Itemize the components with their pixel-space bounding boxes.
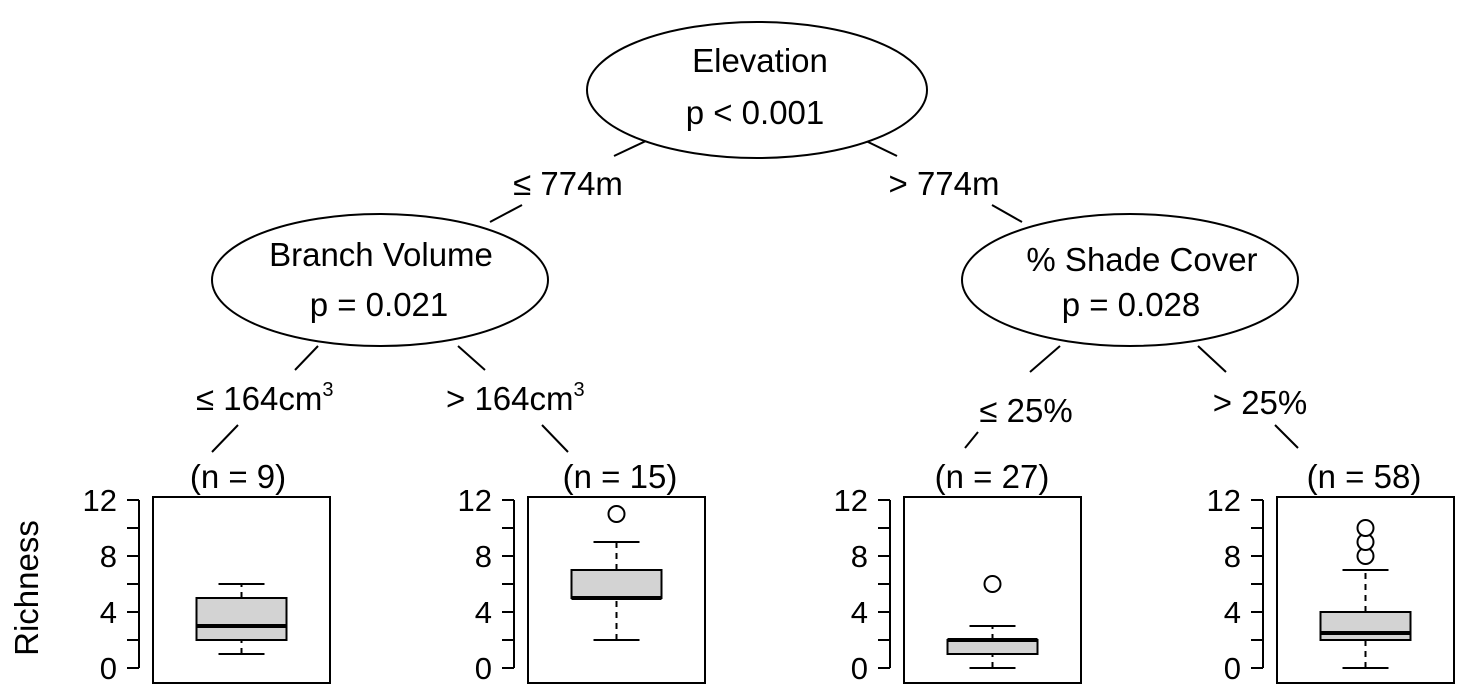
leaf-n-label: (n = 9) [190, 458, 286, 495]
leaf-panel-1: (n = 9) 0 4 8 12 [83, 458, 331, 685]
edge-root-left-upper [613, 139, 649, 157]
box-iqr [946, 639, 1039, 655]
edge-sc-left-upper [1029, 345, 1061, 373]
box-iqr [570, 569, 663, 599]
edge-sc-left-lower [964, 431, 979, 449]
node-branch-volume [211, 213, 549, 347]
edge-bv-left-upper [294, 345, 319, 371]
y-tick-label: 0 [851, 651, 868, 685]
outlier-point [1356, 519, 1375, 537]
edge-label-elevation-gt: > 774m [889, 165, 1000, 202]
edge-label-shade-le: ≤ 25% [979, 392, 1072, 429]
edge-bv-left-lower [211, 424, 239, 453]
y-tick-label: 4 [475, 595, 492, 630]
leaf-n-label: (n = 27) [935, 458, 1050, 495]
y-tick-label: 12 [458, 483, 492, 518]
y-tick-label: 0 [1224, 651, 1241, 685]
leaf-n-label: (n = 58) [1307, 458, 1422, 495]
y-tick-label: 4 [1224, 595, 1241, 630]
y-tick-label: 8 [100, 539, 117, 574]
y-tick-label: 8 [475, 539, 492, 574]
y-tick-label: 12 [83, 483, 117, 518]
leaf-panel-4: (n = 58) 0 4 8 12 [1207, 458, 1455, 685]
edge-label-branch-le-text: ≤ 164cm [196, 380, 322, 417]
y-tick-label: 12 [834, 483, 868, 518]
y-tick-label: 0 [475, 651, 492, 685]
node-elevation [586, 21, 928, 159]
leaf-panel-3: (n = 27) 0 4 8 12 [834, 458, 1082, 685]
edge-sc-right-upper [1197, 345, 1227, 373]
box-iqr [195, 597, 288, 641]
edge-label-branch-le: ≤ 164cm3 [196, 379, 333, 417]
leaf-n-label: (n = 15) [563, 458, 678, 495]
edge-root-left-lower [489, 204, 523, 223]
edge-label-elevation-le: ≤ 774m [513, 165, 623, 202]
edge-bv-right-upper [457, 345, 486, 371]
node-branch-volume-variable: Branch Volume [269, 236, 493, 273]
box-iqr [1319, 611, 1412, 641]
outlier-point [983, 575, 1002, 593]
y-axis-label: Richness [8, 520, 45, 656]
edge-label-shade-gt: > 25% [1213, 384, 1308, 421]
edge-bv-right-lower [541, 424, 569, 453]
y-tick-label: 8 [851, 539, 868, 574]
edge-label-branch-gt-text: > 164cm [446, 380, 574, 417]
y-tick-label: 8 [1224, 539, 1241, 574]
edge-label-branch-gt: > 164cm3 [446, 379, 585, 417]
edge-label-branch-le-sup: 3 [322, 379, 333, 401]
y-tick-label: 4 [100, 595, 117, 630]
node-shade-cover-variable: % Shade Cover [1026, 241, 1257, 278]
node-elevation-pvalue: p < 0.001 [686, 94, 825, 131]
node-shade-cover-pvalue: p = 0.028 [1062, 286, 1201, 323]
outlier-point [607, 505, 626, 523]
edge-sc-right-lower [1274, 424, 1299, 449]
leaf-plot-frame [152, 496, 331, 684]
edge-root-right-lower [991, 204, 1023, 223]
y-tick-label: 12 [1207, 483, 1241, 518]
edge-label-branch-gt-sup: 3 [574, 379, 585, 401]
leaf-panel-2: (n = 15) 0 4 8 12 [458, 458, 706, 685]
y-tick-label: 0 [100, 651, 117, 685]
node-shade-cover [961, 213, 1299, 347]
node-branch-volume-pvalue: p = 0.021 [310, 286, 449, 323]
edge-root-right-upper [863, 139, 898, 157]
node-elevation-variable: Elevation [692, 42, 828, 79]
y-tick-label: 4 [851, 595, 868, 630]
